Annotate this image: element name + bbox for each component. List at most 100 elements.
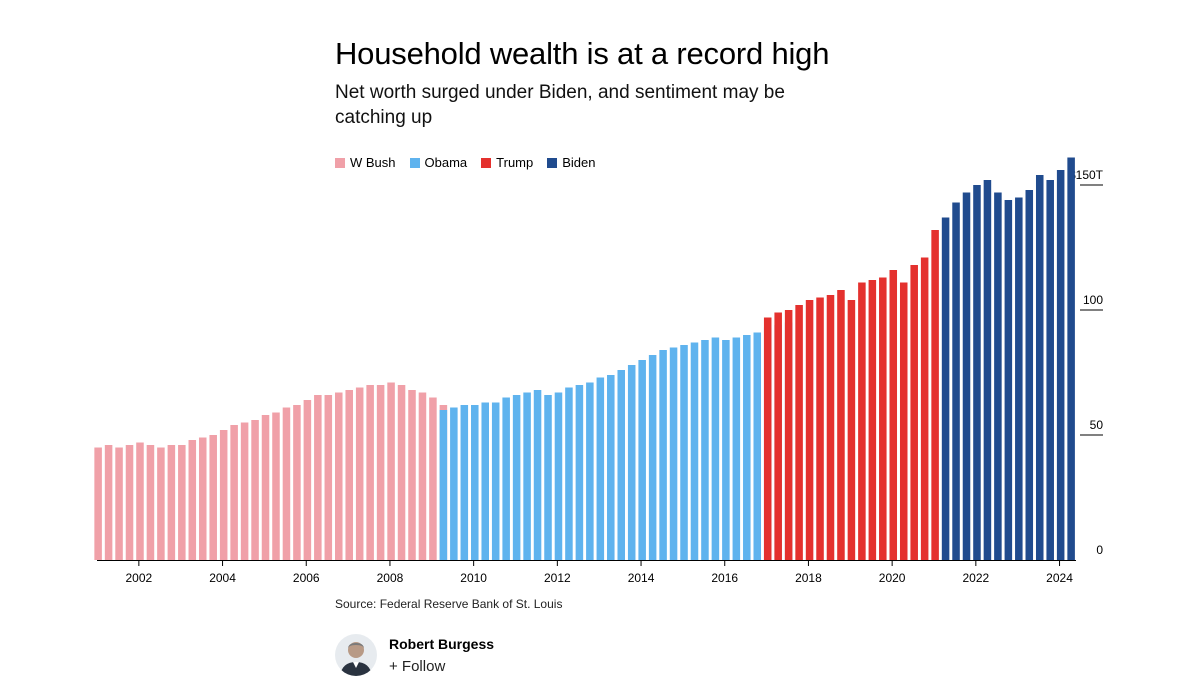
author-block: Robert Burgess + Follow [335, 634, 494, 676]
legend-swatch-trump [481, 157, 492, 168]
bar-obama [544, 395, 552, 560]
legend-swatch-w-bush [335, 157, 345, 168]
bar-w-bush [240, 422, 249, 560]
bar-obama [565, 387, 573, 560]
bar-w-bush [178, 445, 186, 560]
bar-biden [1056, 170, 1065, 560]
bar-obama [627, 365, 636, 560]
bar-w-bush [408, 390, 416, 560]
bar-trump [910, 265, 918, 560]
x-tick-label: 2004 [209, 571, 236, 585]
author-name[interactable]: Robert Burgess [389, 635, 495, 652]
bar-obama [460, 405, 469, 560]
bar-biden [1015, 197, 1023, 560]
bar-obama [450, 407, 458, 560]
bar-w-bush [429, 397, 437, 560]
bar-biden [1067, 157, 1075, 560]
legend-swatch-obama [409, 157, 420, 168]
source-note: Source: Federal Reserve Bank of St. Loui… [335, 597, 563, 611]
bar-w-bush [94, 447, 102, 560]
bar-w-bush [146, 445, 155, 560]
bar-obama [701, 340, 709, 560]
avatar-person-icon [340, 642, 372, 676]
bar-obama [512, 395, 521, 560]
legend-item-w-bush: W Bush [335, 155, 396, 170]
bar-w-bush [335, 392, 343, 560]
bar-biden [994, 192, 1002, 560]
bar-biden [952, 202, 960, 560]
bar-biden [973, 185, 981, 560]
bar-obama [617, 370, 626, 560]
bar-w-bush [387, 382, 395, 560]
bar-w-bush [293, 405, 301, 560]
bar-trump [899, 282, 908, 560]
bar-obama [607, 375, 615, 560]
bar-obama [638, 360, 646, 560]
bar-w-bush [157, 447, 165, 560]
x-tick-label: 2024 [1046, 571, 1073, 585]
bar-obama [711, 337, 720, 560]
x-tick-label: 2022 [962, 571, 989, 585]
bar-w-bush [355, 387, 364, 560]
bar-obama [648, 355, 657, 560]
y-tick-label: 50 [1090, 418, 1104, 432]
bar-w-bush [345, 390, 353, 560]
bar-biden [983, 180, 992, 560]
bar-obama [732, 337, 741, 560]
bar-obama [491, 402, 500, 560]
bar-biden [941, 217, 950, 560]
bar-biden [1004, 200, 1013, 560]
author-avatar[interactable] [335, 634, 377, 676]
legend-item-obama: Obama [409, 155, 468, 170]
bar-trump [920, 257, 929, 560]
bar-trump [931, 230, 939, 560]
x-tick-label: 2014 [628, 571, 655, 585]
bar-w-bush [314, 395, 322, 560]
bar-w-bush [324, 395, 333, 560]
bar-w-bush [115, 447, 123, 560]
bar-obama [722, 340, 730, 560]
bar-w-bush [418, 392, 427, 560]
bar-biden [1046, 180, 1054, 560]
bar-biden [962, 192, 971, 560]
bar-trump [795, 305, 803, 560]
x-tick-label: 2010 [460, 571, 487, 585]
bar-obama [586, 382, 594, 560]
bar-obama [481, 402, 489, 560]
legend-swatch-biden [547, 157, 558, 168]
bar-obama [575, 385, 584, 560]
bar-w-bush [198, 437, 207, 560]
bar-trump [763, 317, 772, 560]
chart-subtitle: Net worth surged under Biden, and sentim… [335, 82, 785, 128]
bar-w-bush [366, 385, 374, 560]
bar-trump [784, 310, 793, 560]
chart-title: Household wealth is at a record high [335, 36, 830, 71]
x-tick-label: 2006 [293, 571, 320, 585]
bar-w-bush [209, 435, 217, 560]
bar-obama [753, 332, 762, 560]
bar-w-bush [230, 425, 238, 560]
bar-obama [596, 377, 605, 560]
bar-trump [805, 300, 814, 560]
bar-w-bush [251, 420, 259, 560]
bar-w-bush [303, 400, 312, 560]
bar-trump [816, 297, 824, 560]
chart-legend: W Bush Obama Trump Biden [335, 155, 595, 170]
bar-w-bush [272, 412, 280, 560]
bar-w-bush [136, 442, 144, 560]
x-tick-label: 2018 [795, 571, 822, 585]
x-tick-label: 2020 [879, 571, 906, 585]
legend-label-w-bush: W Bush [350, 155, 396, 170]
legend-label-obama: Obama [424, 155, 468, 170]
bar-trump [774, 312, 782, 560]
bar-obama [554, 392, 563, 560]
bar-obama [523, 392, 531, 560]
bar-trump [826, 295, 835, 560]
bar-obama [439, 410, 448, 560]
bar-biden [1035, 175, 1044, 560]
bar-obama [669, 347, 678, 560]
bar-biden [1025, 190, 1034, 560]
bar-w-bush [397, 385, 406, 560]
follow-button[interactable]: + Follow [389, 657, 446, 675]
bar-trump [879, 277, 887, 560]
